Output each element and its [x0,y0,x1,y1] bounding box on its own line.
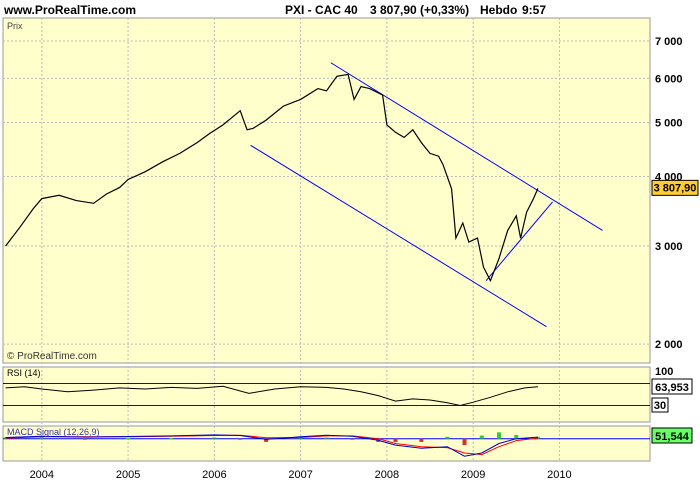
chart-header: www.ProRealTime.com PXI - CAC 40 3 807,9… [0,0,700,20]
price-tick-label: 3 000 [655,241,683,253]
macd-histogram-bar [82,438,87,440]
trend-channel-line [485,201,553,281]
x-tick-label: 2005 [116,469,140,481]
macd-histogram-bar [393,438,398,442]
x-tick-label: 2009 [461,469,485,481]
rsi-panel-title: RSI (14) [7,368,41,378]
macd-histogram-bar [238,438,243,440]
watermark: © ProRealTime.com [7,351,97,362]
macd-histogram-bar [419,438,424,442]
last-price-value: 3 807,90 [654,182,697,194]
macd-histogram-bar [3,437,8,439]
macd-histogram-bar [298,437,303,439]
trend-channel-line [330,62,603,231]
period-label: Hebdo [480,3,518,17]
macd-last-value: 51,544 [655,431,690,443]
trend-channel-line [250,144,547,328]
rsi-last-value: 63,953 [655,382,689,394]
macd-histogram-bar [462,438,467,446]
price-series-line [5,73,539,283]
macd-last-label: 51,544 [651,427,693,444]
last-price-change: 3 807,90 (+0,33%) [370,3,470,17]
macd-histogram-bar [169,438,174,440]
price-tick-label: 6 000 [655,73,683,85]
macd-histogram-bar [264,438,269,442]
price-tick-label: 5 000 [655,117,683,129]
x-tick-label: 2006 [202,469,226,481]
time-label: 9:57 [522,3,547,17]
x-tick-label: 2010 [547,469,571,481]
macd-histogram-bar [479,435,484,439]
macd-histogram-bar [514,434,519,439]
macd-histogram-bar [126,438,131,440]
macd-histogram-bar [445,436,450,439]
site-name[interactable]: www.ProRealTime.com [4,3,137,17]
last-price-label: 3 807,90 [651,179,699,196]
rsi-panel [2,366,651,423]
rsi-level-30: 30 [654,400,666,412]
macd-histogram-bar [39,437,44,439]
rsi-level-label: 30 [651,397,669,413]
rsi-tick-100: 100 [655,366,673,378]
price-tick-label: 7 000 [655,36,683,48]
macd-line [5,434,538,457]
macd-histogram-bar [212,437,217,439]
x-tick-label: 2004 [30,469,54,481]
rsi-last-label: 63,953 [651,378,693,395]
x-tick-label: 2008 [375,469,399,481]
macd-panel [2,425,651,462]
macd-histogram-bar [324,437,329,439]
macd-histogram-bar [497,432,502,439]
price-panel [2,17,651,364]
macd-histogram-bar [350,438,355,440]
price-tick-label: 2 000 [655,339,683,351]
x-tick-label: 2007 [288,469,312,481]
rsi-series-line [5,385,538,407]
price-panel-title: Prix [7,21,23,31]
macd-panel-title: MACD Signal (12,26,9) [7,427,100,437]
instrument-name: PXI - CAC 40 [285,3,358,17]
